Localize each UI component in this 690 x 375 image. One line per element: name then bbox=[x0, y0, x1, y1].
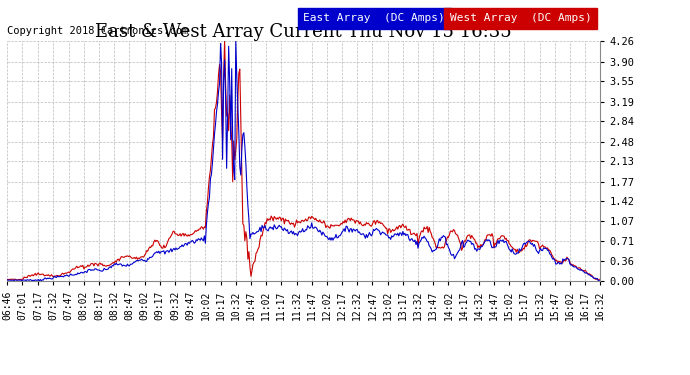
Legend: East Array  (DC Amps), West Array  (DC Amps): East Array (DC Amps), West Array (DC Amp… bbox=[296, 8, 595, 27]
Text: Copyright 2018 Cartronics.com: Copyright 2018 Cartronics.com bbox=[7, 27, 188, 36]
Title: East & West Array Current Thu Nov 15 16:35: East & West Array Current Thu Nov 15 16:… bbox=[95, 23, 512, 41]
